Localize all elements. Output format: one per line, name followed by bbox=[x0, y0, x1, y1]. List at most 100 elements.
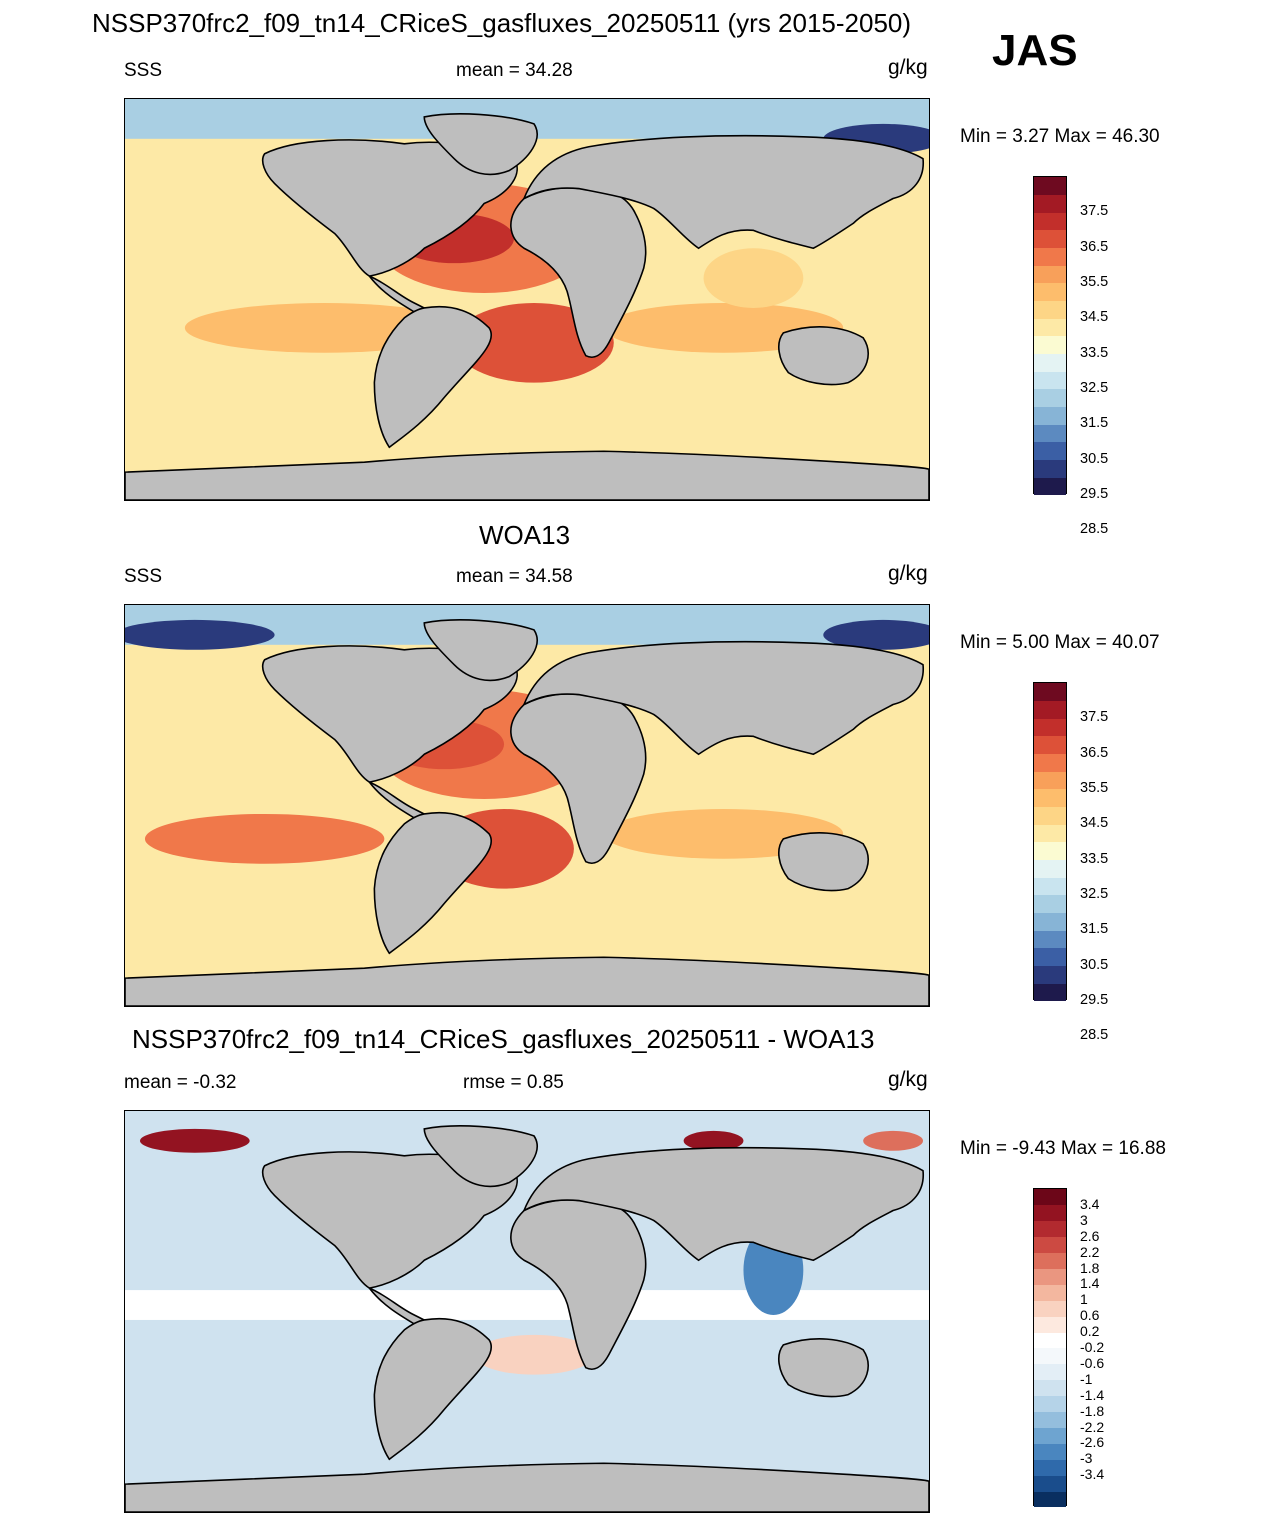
colorbar-block bbox=[1034, 736, 1066, 755]
colorbar-block bbox=[1034, 1189, 1066, 1206]
colorbar-block bbox=[1034, 477, 1066, 496]
colorbar-block bbox=[1034, 442, 1066, 461]
colorbar-tick-label: 33.5 bbox=[1080, 344, 1109, 361]
colorbar-tick-label: 34.5 bbox=[1080, 815, 1109, 832]
colorbar-block bbox=[1034, 230, 1066, 249]
colorbar-block bbox=[1034, 789, 1066, 808]
panel1-variable-label: SSS bbox=[124, 60, 163, 81]
colorbar-block bbox=[1034, 194, 1066, 213]
colorbar-block bbox=[1034, 389, 1066, 408]
colorbar-block bbox=[1034, 212, 1066, 231]
colorbar-tick-label: 29.5 bbox=[1080, 486, 1109, 502]
colorbar-tick-label: 2.2 bbox=[1080, 1243, 1100, 1260]
colorbar-tick-label: 30.5 bbox=[1080, 956, 1109, 973]
panel2-units-label: g/kg bbox=[888, 562, 928, 585]
panel3-minmax-label: Min = -9.43 Max = 16.88 bbox=[960, 1138, 1166, 1159]
colorbar-block bbox=[1034, 247, 1066, 266]
colorbar-tick-label: -0.6 bbox=[1080, 1354, 1105, 1371]
colorbar-block bbox=[1034, 459, 1066, 478]
colorbar-tick-label: 29.5 bbox=[1080, 992, 1109, 1008]
colorbar-block bbox=[1034, 1475, 1066, 1492]
colorbar-block bbox=[1034, 1332, 1066, 1349]
colorbar-tick-label: 36.5 bbox=[1080, 744, 1109, 761]
panel2-variable-label: SSS bbox=[124, 566, 163, 587]
panel3-mean-label: mean = -0.32 bbox=[124, 1072, 237, 1093]
panel2-title: WOA13 bbox=[479, 520, 571, 550]
colorbar-block bbox=[1034, 336, 1066, 355]
panel2-minmax-label: Min = 5.00 Max = 40.07 bbox=[960, 632, 1160, 653]
colorbar-block bbox=[1034, 912, 1066, 931]
figure-title: NSSP370frc2_f09_tn14_CRiceS_gasfluxes_20… bbox=[92, 8, 912, 38]
colorbar-block bbox=[1034, 842, 1066, 861]
colorbar-tick-label: 30.5 bbox=[1080, 450, 1109, 467]
colorbar-block bbox=[1034, 1284, 1066, 1301]
colorbar-block bbox=[1034, 1395, 1066, 1413]
colorbar-block bbox=[1034, 753, 1066, 772]
colorbar-tick-label: 3.4 bbox=[1080, 1195, 1100, 1212]
season-label: JAS bbox=[992, 26, 1078, 75]
colorbar-tick-label: 37.5 bbox=[1080, 203, 1109, 220]
colorbar-diff bbox=[1033, 1188, 1067, 1508]
colorbar-tick-label: 0.2 bbox=[1080, 1323, 1100, 1340]
colorbar-tick-label: 35.5 bbox=[1080, 780, 1109, 796]
colorbar-block bbox=[1034, 824, 1066, 843]
colorbar-block bbox=[1034, 965, 1066, 984]
colorbar-block bbox=[1034, 1348, 1066, 1365]
colorbar-block bbox=[1034, 683, 1066, 702]
colorbar-tick-label: 34.5 bbox=[1080, 309, 1109, 326]
colorbar-tick-label: -3.4 bbox=[1080, 1466, 1105, 1483]
colorbar-block bbox=[1034, 265, 1066, 284]
colorbar-block bbox=[1034, 353, 1066, 372]
colorbar-block bbox=[1034, 177, 1066, 196]
colorbar-tick-label: 32.5 bbox=[1080, 886, 1109, 902]
colorbar-block bbox=[1034, 1459, 1066, 1476]
panel1-minmax-label: Min = 3.27 Max = 46.30 bbox=[960, 126, 1160, 147]
colorbar-block bbox=[1034, 1443, 1066, 1460]
panel1-mean-label: mean = 34.28 bbox=[456, 60, 573, 81]
colorbar-block bbox=[1034, 930, 1066, 949]
colorbar-block bbox=[1034, 318, 1066, 337]
colorbar-block bbox=[1034, 1252, 1066, 1269]
colorbar-block bbox=[1034, 948, 1066, 967]
colorbar-tick-label: 36.5 bbox=[1080, 238, 1109, 255]
colorbar-tick-label: 28.5 bbox=[1080, 521, 1109, 538]
colorbar-block bbox=[1034, 1220, 1066, 1238]
colorbar-tick-label: 1 bbox=[1080, 1291, 1088, 1308]
colorbar-block bbox=[1034, 406, 1066, 425]
panel3-title: NSSP370frc2_f09_tn14_CRiceS_gasfluxes_20… bbox=[132, 1024, 875, 1054]
colorbar-block bbox=[1034, 424, 1066, 443]
colorbar-block bbox=[1034, 1363, 1066, 1381]
colorbar-tick-label: 35.5 bbox=[1080, 274, 1109, 290]
colorbar-block bbox=[1034, 895, 1066, 914]
panel3-units-label: g/kg bbox=[888, 1068, 928, 1091]
colorbar-tick-label: 0.6 bbox=[1080, 1307, 1100, 1324]
colorbar-block bbox=[1034, 1379, 1066, 1397]
colorbar-block bbox=[1034, 283, 1066, 302]
colorbar-tick-label: -1.8 bbox=[1080, 1402, 1105, 1419]
colorbar-block bbox=[1034, 1300, 1066, 1317]
colorbar-tick-label: -0.2 bbox=[1080, 1339, 1105, 1355]
colorbar-block bbox=[1034, 859, 1066, 878]
colorbar-block bbox=[1034, 1411, 1066, 1428]
colorbar-block bbox=[1034, 983, 1066, 1002]
colorbar-tick-label: 28.5 bbox=[1080, 1027, 1109, 1044]
colorbar-tick-label: -3 bbox=[1080, 1450, 1093, 1467]
colorbar-tick-label: 32.5 bbox=[1080, 380, 1109, 396]
colorbar-block bbox=[1034, 371, 1066, 390]
colorbar-tick-label: 1.4 bbox=[1080, 1275, 1100, 1292]
panel3-rmse-label: rmse = 0.85 bbox=[463, 1072, 564, 1093]
colorbar-sss-1 bbox=[1033, 176, 1067, 496]
colorbar-tick-label: -1 bbox=[1080, 1370, 1093, 1387]
colorbar-tick-label: 3 bbox=[1080, 1211, 1088, 1228]
colorbar-block bbox=[1034, 1316, 1066, 1333]
panel1-map bbox=[124, 98, 930, 501]
colorbar-block bbox=[1034, 1204, 1066, 1222]
colorbar-sss-2 bbox=[1033, 682, 1067, 1002]
colorbar-tick-label: 37.5 bbox=[1080, 709, 1109, 726]
colorbar-block bbox=[1034, 718, 1066, 737]
colorbar-block bbox=[1034, 1491, 1066, 1508]
colorbar-block bbox=[1034, 300, 1066, 319]
colorbar-tick-label: -2.2 bbox=[1080, 1418, 1105, 1435]
colorbar-block bbox=[1034, 806, 1066, 825]
colorbar-tick-label: 2.6 bbox=[1080, 1227, 1100, 1244]
